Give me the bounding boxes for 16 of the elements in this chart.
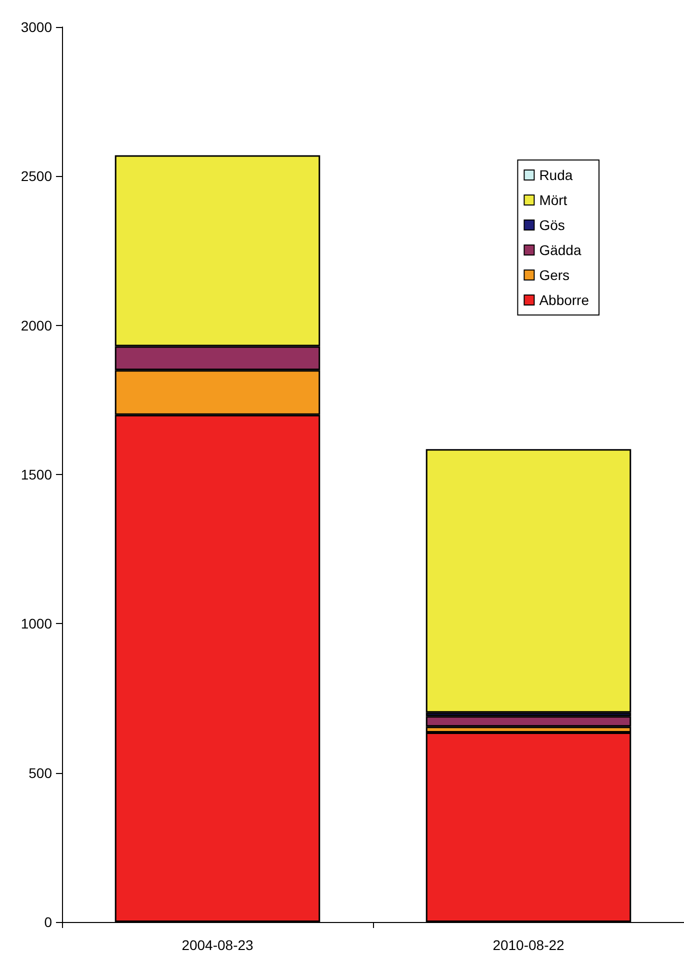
y-tick-label: 2500 [20, 168, 52, 184]
y-tick-label: 2000 [20, 317, 52, 334]
y-tick-label: 1500 [20, 466, 52, 482]
y-tick-label: 1000 [20, 616, 52, 632]
legend-label: Mört [539, 192, 568, 208]
legend-label: Gädda [539, 242, 582, 258]
x-tick-label: 2004-08-23 [182, 937, 254, 953]
bar [426, 449, 632, 713]
legend-label: Ruda [539, 167, 573, 183]
legend-label: Gös [539, 217, 565, 233]
y-tick-label: 500 [28, 764, 52, 781]
x-tick-label: 2010-08-22 [492, 937, 565, 953]
y-tick-label: 0 [44, 914, 52, 930]
y-tick-label: 3000 [20, 19, 52, 35]
legend-label: Gers [539, 267, 570, 283]
legend-label: Abborre [539, 292, 590, 308]
